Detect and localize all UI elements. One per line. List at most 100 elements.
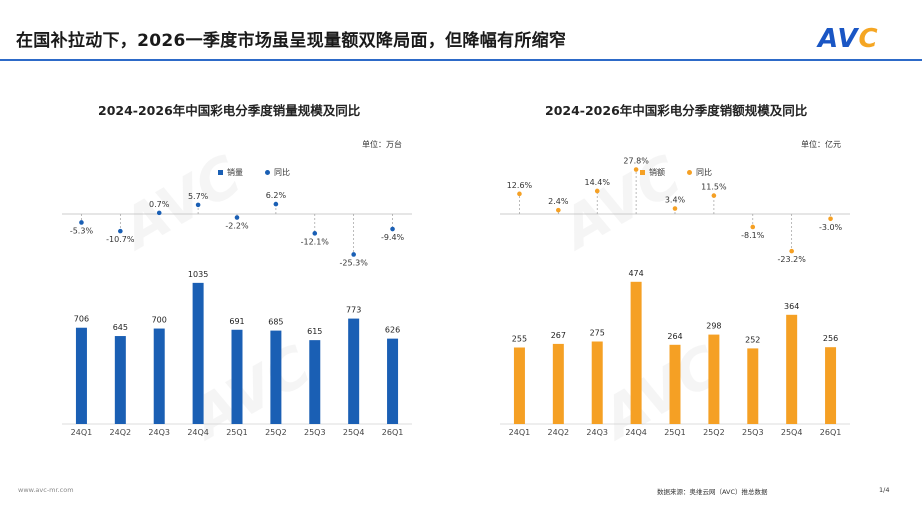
x-tick-label: 25Q4 <box>343 428 365 437</box>
x-tick-label: 26Q1 <box>382 428 404 437</box>
yoy-value-label: 3.4% <box>665 196 686 205</box>
chart-volume: 706 24Q1 -5.3% 645 24Q2 -10.7% 700 24Q3 0.7% 1035… <box>62 191 412 437</box>
bar-value-label: 1035 <box>188 270 208 279</box>
page-number: 1/4 <box>879 486 890 494</box>
legend-swatch <box>218 170 223 175</box>
bar-24q3 <box>591 341 603 424</box>
legend-item-yoy: 同比 <box>265 167 290 178</box>
footer-site: www.avc-mr.com <box>18 486 74 494</box>
unit-label-amount: 单位：亿元 <box>801 140 841 149</box>
bar-24q3 <box>153 328 165 424</box>
unit-label-volume: 单位：万台 <box>362 140 402 149</box>
legend-item-volume: 销量 <box>218 167 243 178</box>
bar-value-label: 252 <box>745 335 760 344</box>
yoy-point <box>273 201 279 207</box>
x-tick-label: 25Q1 <box>226 428 248 437</box>
yoy-value-label: -3.0% <box>819 223 843 232</box>
bar-value-label: 700 <box>152 316 167 325</box>
footer-source: 数据来源：奥维云网（AVC）推总数据 <box>657 488 768 496</box>
yoy-value-label: -9.4% <box>381 233 405 242</box>
yoy-value-label: 6.2% <box>266 191 287 200</box>
yoy-value-label: 2.4% <box>548 197 569 206</box>
header-divider <box>0 59 922 61</box>
yoy-value-label: 5.7% <box>188 192 209 201</box>
yoy-value-label: 27.8% <box>623 157 649 166</box>
chart-title-amount: 2024-2026年中国彩电分季度销额规模及同比 <box>545 103 808 118</box>
yoy-point <box>594 188 600 194</box>
bar-value-label: 773 <box>346 306 361 315</box>
bar-value-label: 364 <box>784 302 799 311</box>
yoy-value-label: -23.2% <box>778 255 807 264</box>
yoy-point <box>390 226 395 232</box>
chart-title-volume: 2024-2026年中国彩电分季度销量规模及同比 <box>98 103 361 118</box>
legend-swatch <box>640 170 645 175</box>
bar-value-label: 264 <box>667 332 682 341</box>
bar-value-label: 256 <box>823 334 838 343</box>
yoy-point <box>517 191 522 197</box>
yoy-value-label: 0.7% <box>149 200 170 209</box>
x-tick-label: 25Q1 <box>664 428 686 437</box>
yoy-point <box>711 193 717 198</box>
bar-24q1 <box>513 347 525 424</box>
yoy-point <box>312 231 318 236</box>
bar-24q2 <box>114 336 126 424</box>
bar-24q4 <box>630 281 642 424</box>
bar-25q2 <box>270 330 282 424</box>
yoy-value-label: -2.2% <box>225 222 249 231</box>
x-tick-label: 26Q1 <box>820 428 842 437</box>
x-tick-label: 24Q2 <box>548 428 570 437</box>
yoy-point <box>195 202 201 208</box>
yoy-point <box>556 207 561 213</box>
x-tick-label: 25Q3 <box>742 428 764 437</box>
bar-25q4 <box>348 318 360 424</box>
x-tick-label: 24Q2 <box>110 428 132 437</box>
x-tick-label: 25Q4 <box>781 428 803 437</box>
bar-value-label: 626 <box>385 326 400 335</box>
bar-24q1 <box>75 327 87 424</box>
legend-swatch <box>265 170 270 175</box>
bar-25q4 <box>786 314 798 424</box>
x-tick-label: 24Q3 <box>586 428 608 437</box>
chart-amount: 255 24Q1 12.6% 267 24Q2 2.4% 275 24Q3 14.4% 474 24… <box>500 157 850 437</box>
yoy-point <box>633 167 639 172</box>
yoy-point <box>118 228 123 234</box>
bar-25q2 <box>708 334 720 424</box>
yoy-value-label: 11.5% <box>701 183 727 192</box>
bar-value-label: 298 <box>706 322 721 331</box>
x-tick-label: 24Q4 <box>187 428 209 437</box>
x-tick-label: 24Q4 <box>625 428 647 437</box>
bar-26q1 <box>387 338 399 424</box>
yoy-value-label: 12.6% <box>507 181 533 190</box>
yoy-point <box>672 206 678 211</box>
yoy-point <box>789 248 794 254</box>
x-tick-label: 25Q2 <box>703 428 725 437</box>
bar-value-label: 275 <box>590 329 605 338</box>
bar-value-label: 615 <box>307 327 322 336</box>
bar-25q1 <box>669 344 681 424</box>
bar-24q2 <box>552 343 564 424</box>
avc-logo: AVC <box>818 24 879 54</box>
bar-25q3 <box>747 348 759 424</box>
bar-26q1 <box>825 347 837 424</box>
x-tick-label: 24Q3 <box>148 428 170 437</box>
bar-value-label: 685 <box>268 318 283 327</box>
yoy-point <box>79 220 84 225</box>
yoy-value-label: -8.1% <box>741 231 765 240</box>
bar-value-label: 474 <box>628 269 643 278</box>
legend-item-amount: 销额 <box>640 167 665 178</box>
bar-value-label: 691 <box>229 317 244 326</box>
bar-value-label: 267 <box>551 331 566 340</box>
yoy-point <box>156 210 162 216</box>
bar-24q4 <box>192 282 204 424</box>
legend-item-yoy: 同比 <box>687 167 712 178</box>
yoy-value-label: -5.3% <box>70 226 94 235</box>
yoy-point <box>750 224 756 230</box>
page-headline: 在国补拉动下，2026一季度市场虽呈现量额双降局面，但降幅有所缩窄 <box>16 31 567 51</box>
bar-25q3 <box>309 340 321 424</box>
yoy-point <box>234 215 240 220</box>
legend-volume: 销量 同比 <box>218 167 290 178</box>
yoy-point <box>351 252 356 257</box>
x-tick-label: 25Q3 <box>304 428 326 437</box>
yoy-value-label: -10.7% <box>106 235 135 244</box>
yoy-value-label: -12.1% <box>301 237 330 246</box>
